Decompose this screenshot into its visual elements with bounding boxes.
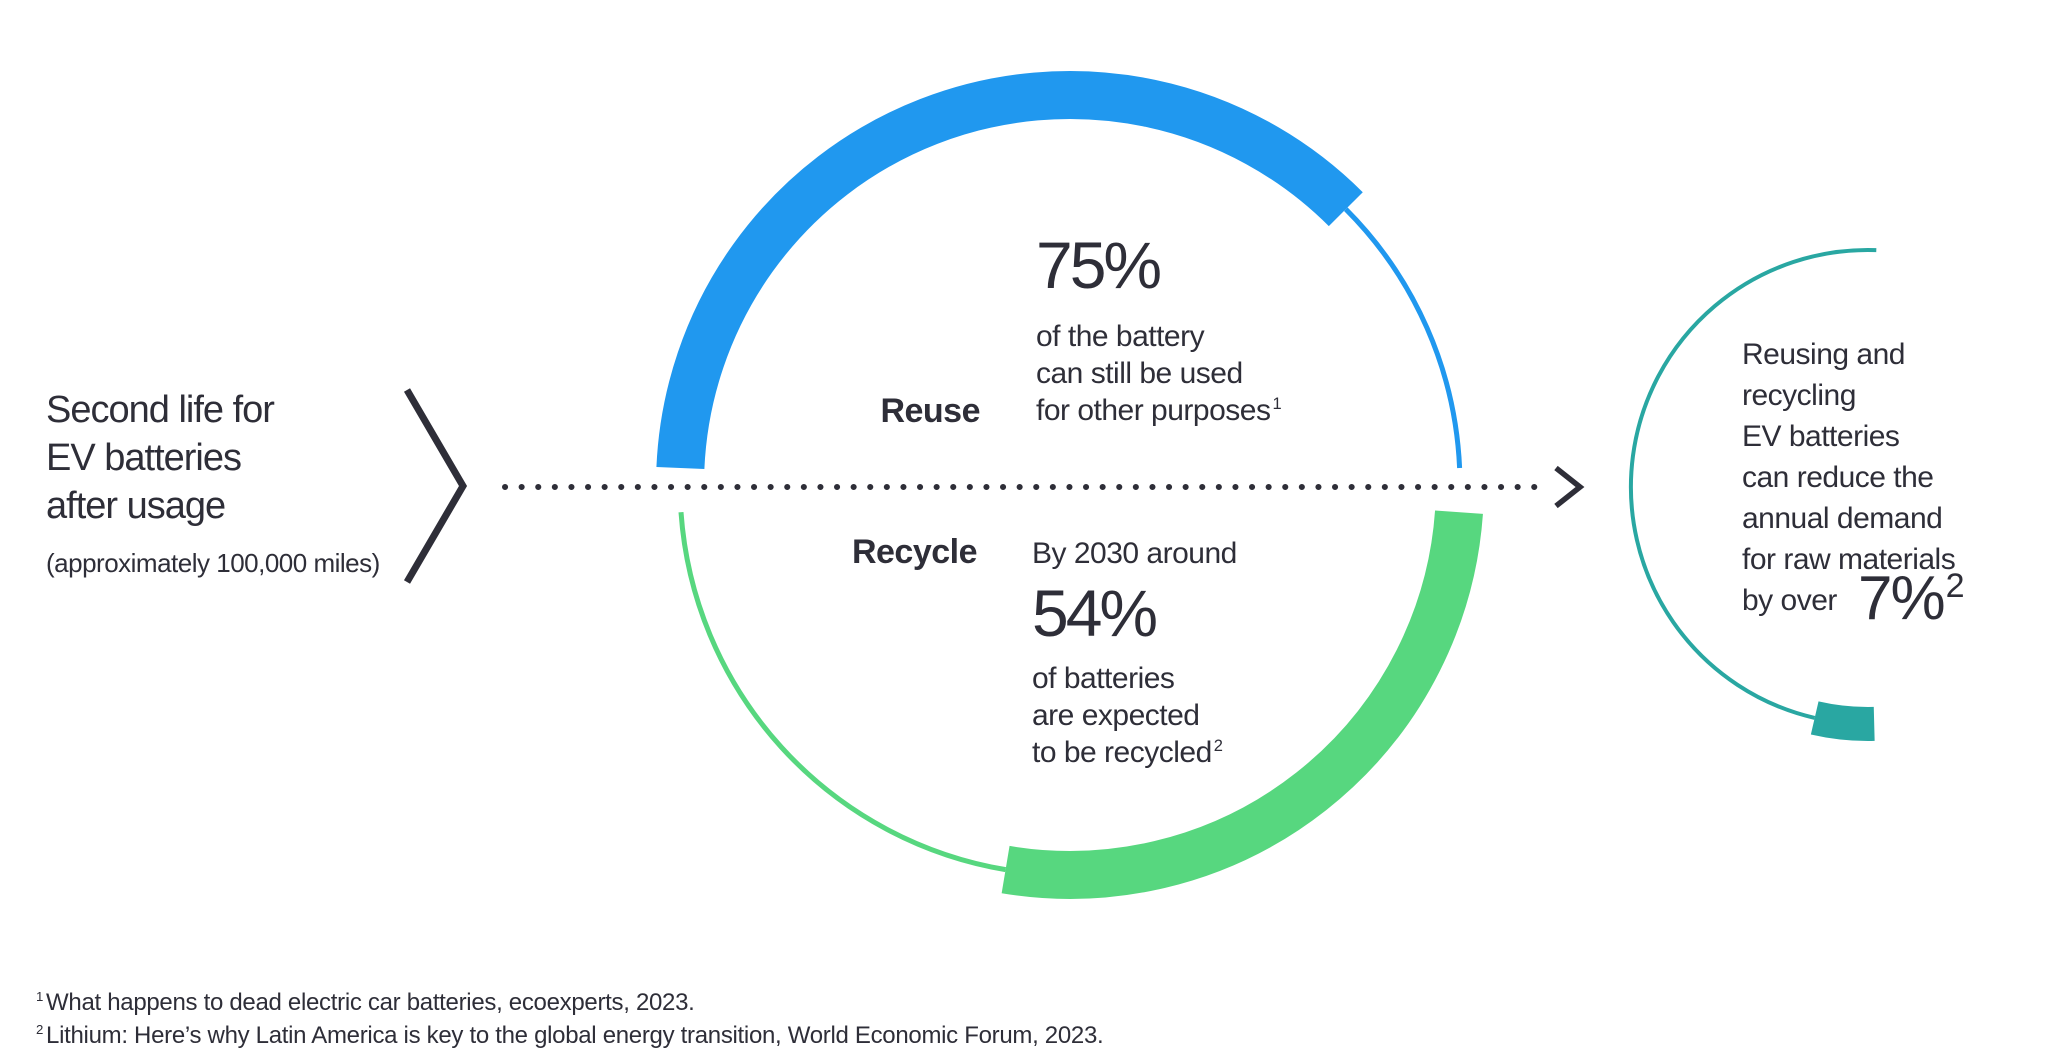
impact-text-tail: by over — [1742, 584, 1837, 617]
impact-footnote-ref: 2 — [1945, 567, 1965, 606]
recycle-arc-thick — [1001, 510, 1483, 899]
reuse-desc-line: can still be used — [1036, 357, 1243, 390]
recycle-desc-line: to be recycled 2 — [1032, 736, 1223, 769]
chevron-right-icon — [403, 388, 468, 584]
footnote: 2 Lithium: Here’s why Latin America is ke… — [36, 1022, 1104, 1049]
impact-text-line: can reduce the — [1742, 461, 1934, 494]
recycle-desc-line: of batteries — [1032, 662, 1175, 695]
impact-text-line: recycling — [1742, 379, 1856, 412]
intro-subtitle: (approximately 100,000 miles) — [46, 548, 380, 578]
recycle-stat: By 2030 around 54% of batteries are expe… — [1032, 535, 1237, 771]
reuse-arc-thin — [1344, 207, 1463, 469]
recycle-intro: By 2030 around — [1032, 537, 1237, 570]
impact-text: Reusing and recycling EV batteries can r… — [1742, 334, 1956, 580]
impact-value: 7%2 — [1858, 564, 1965, 633]
impact-text-line: for raw materials — [1742, 543, 1956, 576]
recycle-value: 54% — [1032, 576, 1158, 650]
reuse-footnote-ref: 1 — [1272, 395, 1282, 413]
impact-text-line: annual demand — [1742, 502, 1943, 535]
reuse-description: of the battery can still be used for oth… — [1036, 318, 1282, 429]
impact-arc-segment — [1810, 701, 1875, 741]
impact-text-line: EV batteries — [1742, 420, 1900, 453]
intro-title: Second life for EV batteries after usage — [46, 386, 275, 530]
intro-title-line: EV batteries — [46, 437, 242, 479]
intro-title-line: after usage — [46, 485, 226, 527]
footnote-marker: 2 — [36, 1022, 44, 1037]
footnote: 1 What happens to dead electric car batte… — [36, 989, 695, 1016]
recycle-footnote-ref: 2 — [1213, 737, 1223, 755]
recycle-arc-thin — [678, 512, 1007, 873]
recycle-desc-line: are expected — [1032, 699, 1200, 732]
intro-title-line: Second life for — [46, 389, 275, 431]
footnote-marker: 1 — [36, 989, 44, 1004]
impact-text-line: Reusing and — [1742, 338, 1905, 371]
footnotes: 1 What happens to dead electric car batte… — [36, 986, 1104, 1052]
flow-arrowhead-icon — [1554, 465, 1585, 509]
reuse-arc-thick — [656, 71, 1363, 470]
reuse-desc-line: of the battery — [1036, 320, 1205, 353]
reuse-desc-line: for other purposes 1 — [1036, 394, 1282, 427]
reuse-value: 75% — [1036, 228, 1162, 302]
reuse-stat: 75% of the battery can still be used for… — [1036, 228, 1282, 429]
recycle-label: Recycle — [851, 533, 978, 571]
reuse-label: Reuse — [880, 392, 980, 430]
impact-arc — [1628, 247, 1877, 720]
recycle-description: of batteries are expected to be recycled… — [1032, 660, 1237, 771]
